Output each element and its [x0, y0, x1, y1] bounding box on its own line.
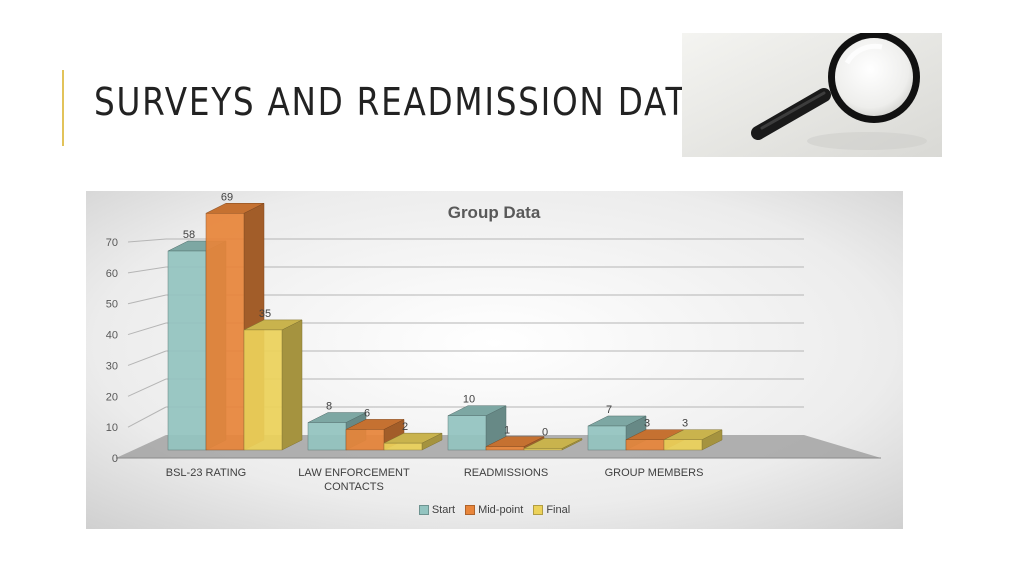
- gridline-side-10: [127, 406, 167, 428]
- bar-start-group-members: [587, 425, 627, 451]
- data-label-mid-point-bsl-23-rating: 69: [221, 191, 233, 203]
- data-label-final-group-members: 3: [682, 418, 688, 430]
- bar-mid-point-readmissions: [485, 446, 525, 451]
- x-category-label-readmissions: READMISSIONS: [464, 467, 548, 479]
- bar-start-bsl-23-rating: [167, 250, 207, 451]
- data-label-start-law-enforcement-contacts: 8: [326, 401, 332, 413]
- data-label-start-group-members: 7: [606, 404, 612, 416]
- data-label-mid-point-group-members: 3: [644, 418, 650, 430]
- x-category-label-law-enforcement-contacts-line-2: CONTACTS: [324, 481, 384, 493]
- title-accent-bar: [62, 70, 64, 146]
- gridline-side-60: [127, 266, 167, 274]
- data-label-start-readmissions: 10: [463, 394, 475, 406]
- bar-start-law-enforcement-contacts: [307, 422, 347, 451]
- data-label-start-bsl-23-rating: 58: [183, 229, 195, 241]
- data-label-mid-point-readmissions: 1: [504, 425, 510, 437]
- bar-mid-point-law-enforcement-contacts: [345, 429, 385, 451]
- legend-swatch-start: [418, 505, 429, 515]
- bar-final-group-members: [663, 439, 703, 451]
- y-tick-label-60: 60: [106, 268, 118, 280]
- y-tick-label-20: 20: [106, 391, 118, 403]
- bar-mid-point-bsl-23-rating: [205, 213, 245, 451]
- gridline-side-50: [127, 294, 167, 305]
- y-tick-label-50: 50: [106, 299, 118, 311]
- legend-swatch-final: [533, 505, 544, 515]
- legend-item-final: Final: [533, 504, 570, 516]
- bar-final-law-enforcement-contacts: [383, 442, 423, 451]
- x-category-label-group-members: GROUP MEMBERS: [605, 467, 704, 479]
- legend-item-start: Start: [418, 504, 456, 516]
- bar-mid-point-group-members: [625, 439, 665, 451]
- x-category-label-bsl-23-rating: BSL-23 RATING: [166, 467, 247, 479]
- x-category-label-law-enforcement-contacts: LAW ENFORCEMENT: [298, 467, 410, 479]
- legend-label-final: Final: [546, 504, 571, 516]
- data-label-mid-point-law-enforcement-contacts: 6: [364, 407, 370, 419]
- legend-item-mid-point: Mid-point: [465, 504, 523, 516]
- legend-label-mid-point: Mid-point: [478, 504, 524, 516]
- bar-final-readmissions: [523, 448, 563, 451]
- data-label-final-bsl-23-rating: 35: [259, 308, 271, 320]
- slide-title: SURVEYS AND READMISSION DATA: [94, 80, 709, 124]
- gridline-side-70: [127, 238, 167, 243]
- y-tick-label-30: 30: [106, 360, 118, 372]
- chart-legend: Start Mid-point Final: [86, 504, 903, 516]
- y-tick-label-10: 10: [106, 422, 118, 434]
- legend-swatch-mid-point: [465, 505, 476, 515]
- bar-start-readmissions: [447, 415, 487, 451]
- data-label-final-readmissions: 0: [542, 427, 548, 439]
- y-tick-label-70: 70: [106, 237, 118, 249]
- magnifying-glass-icon: [682, 33, 942, 157]
- y-tick-label-0: 0: [112, 453, 118, 465]
- bar-side-final-bsl-23-rating: [281, 319, 303, 451]
- gridline-side-20: [127, 378, 167, 397]
- data-label-final-law-enforcement-contacts: 2: [402, 421, 408, 433]
- gridline-side-40: [127, 322, 167, 336]
- chart-title: Group Data: [448, 203, 541, 222]
- legend-label-start: Start: [431, 504, 456, 516]
- y-tick-label-40: 40: [106, 330, 118, 342]
- gridline-side-30: [127, 350, 167, 366]
- bar-final-bsl-23-rating: [243, 329, 283, 451]
